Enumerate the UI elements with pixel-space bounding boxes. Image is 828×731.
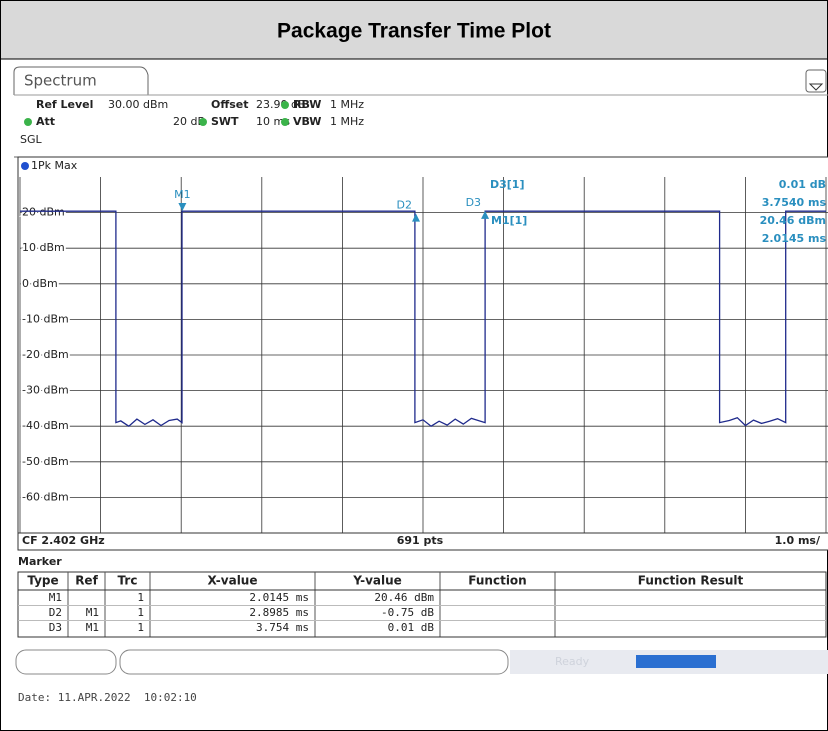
trace (20, 210, 826, 428)
marker-label: D3 (466, 196, 481, 209)
y-tick-label: 20 dBm (22, 206, 65, 219)
status-field (15, 649, 117, 675)
footer-center: 691 pts (397, 534, 444, 547)
setting-value: 30.00 dBm (108, 98, 168, 111)
cell: 2.8985 ms (249, 606, 309, 619)
cell: 20.46 dBm (374, 591, 434, 604)
column-header: Trc (118, 574, 138, 588)
column-header: Type (27, 574, 58, 588)
status-dot (199, 118, 207, 126)
setting-label: Offset (211, 98, 249, 111)
setting-value: 10 ms (256, 115, 290, 128)
setting-value: 23.90 dB (256, 98, 306, 111)
column-header: Ref (75, 574, 98, 588)
cell: 0.01 dB (388, 621, 435, 634)
trace-dot (21, 162, 29, 170)
y-tick-label: -60 dBm (22, 490, 69, 503)
cell: 1 (137, 606, 144, 619)
setting-label: VBW (293, 115, 321, 128)
cell: -0.75 dB (381, 606, 434, 619)
y-tick-label: -10 dBm (22, 312, 69, 325)
tab-label[interactable]: Spectrum (24, 72, 97, 90)
trace-label: 1Pk Max (31, 159, 78, 172)
cell: 1 (137, 591, 144, 604)
setting-label: Ref Level (36, 98, 93, 111)
footer-right: 1.0 ms/ (775, 534, 821, 547)
y-tick-label: -50 dBm (22, 455, 69, 468)
setting-value: 1 MHz (330, 115, 364, 128)
y-tick-label: 0 dBm (22, 277, 58, 290)
date: Date: 11.APR.2022 10:02:10 (18, 691, 197, 704)
cell: M1 (49, 591, 62, 604)
y-tick-label: -30 dBm (22, 384, 69, 397)
marker (411, 213, 420, 222)
status-field (119, 649, 509, 675)
table-title: Marker (18, 555, 62, 568)
readout-label: M1[1] (491, 214, 527, 227)
tab[interactable] (13, 66, 149, 95)
column-header: X-value (208, 574, 258, 588)
marker (481, 210, 490, 219)
column-header: Y-value (352, 574, 402, 588)
cell: D2 (49, 606, 62, 619)
marker (178, 202, 187, 211)
cell: M1 (86, 621, 99, 634)
column-header: Function (468, 574, 526, 588)
setting-label: SWT (211, 115, 239, 128)
setting-label: Att (36, 115, 55, 128)
setting-value: 1 MHz (330, 98, 364, 111)
cell: M1 (86, 606, 99, 619)
table-body (17, 589, 827, 638)
footer-left: CF 2.402 GHz (22, 534, 105, 547)
status-dot (24, 118, 32, 126)
readout-label: D3[1] (490, 178, 525, 191)
status-dot (281, 101, 289, 109)
status-text: Ready (555, 655, 590, 668)
mode: SGL (20, 133, 43, 146)
marker-label: M1 (174, 188, 191, 201)
y-tick-label: 10 dBm (22, 241, 65, 254)
column-header: Function Result (638, 574, 744, 588)
readout-value: 0.01 dB (779, 178, 826, 191)
cell: D3 (49, 621, 62, 634)
readout-value: 2.0145 ms (762, 232, 827, 245)
readout-value: 3.7540 ms (762, 196, 827, 209)
title: Package Transfer Time Plot (277, 20, 551, 43)
menu-button[interactable] (805, 69, 827, 93)
cell: 1 (137, 621, 144, 634)
cell: 3.754 ms (256, 621, 309, 634)
progress-bar (636, 655, 716, 668)
header-bg (1, 1, 827, 59)
y-tick-label: -40 dBm (22, 419, 69, 432)
setting-value: 20 dB (173, 115, 205, 128)
menu-icon (808, 83, 824, 91)
marker-label: D2 (397, 199, 412, 212)
cell: 2.0145 ms (249, 591, 309, 604)
status-dot (281, 118, 289, 126)
setting-label: RBW (293, 98, 321, 111)
readout-value: 20.46 dBm (760, 214, 826, 227)
y-tick-label: -20 dBm (22, 348, 69, 361)
